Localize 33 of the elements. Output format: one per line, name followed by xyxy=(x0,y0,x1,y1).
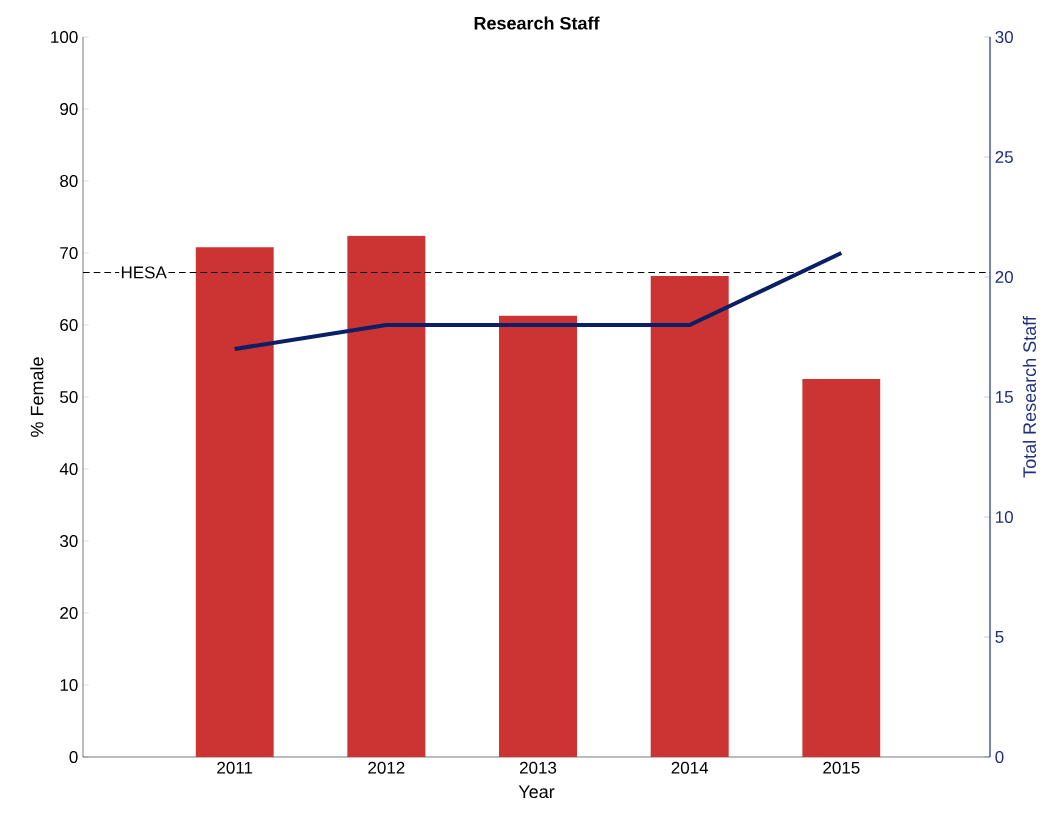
bar xyxy=(802,379,881,757)
y2-tick-label: 20 xyxy=(995,270,1013,284)
bar xyxy=(195,247,274,757)
x-tick-label: 2013 xyxy=(519,761,557,774)
bar xyxy=(650,276,729,757)
y-tick-label: 20 xyxy=(60,606,78,620)
x-tick-label: 2011 xyxy=(217,761,253,774)
y-axis-title: % Female xyxy=(30,357,44,437)
y2-tick-label: 15 xyxy=(996,391,1013,403)
bar xyxy=(347,235,426,757)
x-tick-label: 2015 xyxy=(823,761,860,774)
chart-title: Research Staff xyxy=(474,16,600,30)
y-tick-label: 40 xyxy=(59,462,78,476)
y2-axis-title: Total Research Staff xyxy=(1022,316,1036,478)
y-tick-label: 80 xyxy=(60,174,78,188)
y2-tick-label: 25 xyxy=(995,150,1013,164)
y-tick-label: 50 xyxy=(60,390,78,404)
x-tick-label: 2014 xyxy=(671,761,709,774)
x-axis-title: Year xyxy=(518,785,555,799)
y-tick-label: 70 xyxy=(60,246,78,260)
y2-tick-label: 10 xyxy=(996,510,1013,524)
y-tick-label: 90 xyxy=(60,102,78,116)
ref-line-label: HESA xyxy=(121,266,167,279)
y-tick-label: 10 xyxy=(60,678,78,692)
y2-tick-label: 30 xyxy=(995,30,1013,44)
x-tick-label: 2012 xyxy=(368,761,405,774)
y-tick-label: 0 xyxy=(69,750,78,764)
y2-tick-label: 0 xyxy=(995,750,1004,764)
bar xyxy=(499,315,578,757)
y-tick-label: 60 xyxy=(60,318,78,332)
y-tick-label: 100 xyxy=(51,30,78,44)
y2-tick-label: 5 xyxy=(995,631,1004,643)
y-tick-label: 30 xyxy=(60,534,78,548)
